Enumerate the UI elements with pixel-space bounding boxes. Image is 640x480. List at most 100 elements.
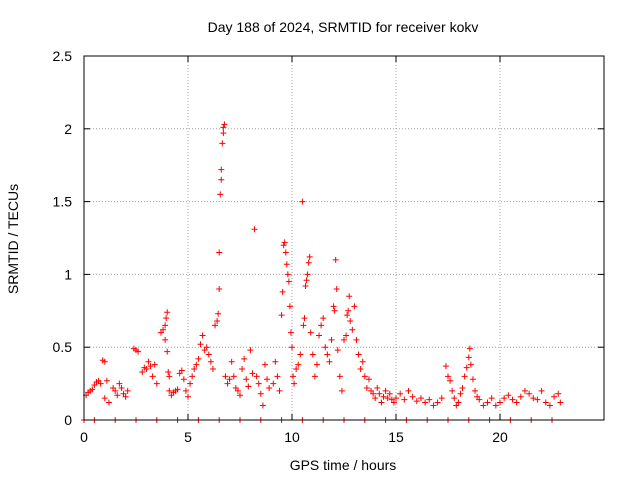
data-point bbox=[199, 332, 206, 339]
data-point bbox=[216, 249, 223, 256]
data-point bbox=[374, 384, 381, 391]
data-point bbox=[320, 315, 327, 322]
data-point bbox=[322, 344, 329, 351]
x-tick-label: 10 bbox=[284, 429, 300, 445]
x-axis-label: GPS time / hours bbox=[290, 457, 397, 473]
data-point bbox=[122, 393, 129, 400]
data-point bbox=[284, 271, 291, 278]
data-point bbox=[434, 399, 441, 406]
plot-frame bbox=[83, 55, 605, 421]
data-point bbox=[145, 358, 152, 365]
data-point bbox=[162, 322, 169, 329]
data-point bbox=[261, 361, 268, 368]
data-point bbox=[438, 395, 445, 402]
data-point bbox=[187, 380, 194, 387]
data-point bbox=[542, 399, 549, 406]
data-point bbox=[243, 376, 250, 383]
data-point bbox=[118, 384, 125, 391]
data-point bbox=[546, 402, 553, 409]
data-point bbox=[257, 390, 264, 397]
data-point bbox=[164, 348, 171, 355]
data-point bbox=[384, 395, 391, 402]
data-point bbox=[245, 383, 252, 390]
data-point bbox=[413, 398, 420, 405]
data-point bbox=[422, 399, 429, 406]
data-point bbox=[382, 387, 389, 394]
data-point bbox=[274, 373, 281, 380]
data-point bbox=[457, 390, 464, 397]
data-point bbox=[376, 390, 383, 397]
data-point bbox=[276, 387, 283, 394]
data-point bbox=[278, 312, 285, 319]
x-tick-label: 15 bbox=[388, 429, 404, 445]
data-point bbox=[300, 322, 307, 329]
data-point bbox=[299, 198, 306, 205]
data-point bbox=[497, 399, 503, 406]
data-point bbox=[449, 387, 456, 394]
data-point bbox=[203, 344, 210, 351]
data-point bbox=[301, 315, 308, 322]
data-point bbox=[466, 345, 473, 352]
data-point bbox=[135, 348, 142, 355]
data-point bbox=[251, 226, 258, 233]
data-point bbox=[355, 351, 362, 358]
data-point bbox=[182, 387, 189, 394]
data-point bbox=[461, 373, 468, 380]
data-point bbox=[280, 242, 287, 249]
data-point bbox=[255, 380, 262, 387]
data-point bbox=[465, 354, 472, 361]
data-point bbox=[270, 380, 277, 387]
data-point bbox=[333, 285, 340, 292]
y-tick-label: 0 bbox=[64, 412, 72, 428]
data-point bbox=[253, 373, 260, 380]
data-point bbox=[344, 312, 351, 319]
data-point bbox=[305, 259, 312, 266]
x-tick-label: 0 bbox=[80, 429, 88, 445]
data-point bbox=[345, 307, 352, 314]
data-point bbox=[241, 355, 248, 362]
data-point bbox=[551, 393, 558, 400]
y-axis-label: SRMTID / TECUs bbox=[5, 184, 21, 294]
data-point bbox=[505, 392, 512, 399]
data-point bbox=[221, 121, 228, 128]
data-point bbox=[103, 377, 110, 384]
data-point bbox=[217, 191, 224, 198]
data-point bbox=[484, 399, 491, 406]
data-point bbox=[330, 303, 337, 310]
data-point bbox=[259, 402, 266, 409]
data-point bbox=[309, 351, 316, 358]
data-point bbox=[393, 395, 399, 402]
data-point bbox=[365, 376, 372, 383]
data-point bbox=[216, 285, 223, 292]
data-point bbox=[207, 358, 214, 365]
data-point bbox=[306, 253, 313, 260]
data-point bbox=[346, 293, 353, 300]
data-point bbox=[193, 361, 200, 368]
data-point bbox=[149, 373, 156, 380]
data-point bbox=[222, 373, 229, 380]
chart-title: Day 188 of 2024, SRMTID for receiver kok… bbox=[208, 19, 479, 35]
data-point bbox=[311, 373, 318, 380]
data-point bbox=[160, 326, 167, 333]
data-point bbox=[480, 402, 487, 409]
data-point bbox=[124, 387, 131, 394]
data-point bbox=[279, 288, 286, 295]
data-point bbox=[430, 402, 437, 409]
y-tick-label: 1.5 bbox=[53, 194, 73, 210]
data-point bbox=[264, 376, 271, 383]
data-point bbox=[112, 387, 119, 394]
data-point bbox=[286, 303, 293, 310]
data-point bbox=[162, 336, 169, 343]
data-point bbox=[247, 347, 254, 354]
y-tick-label: 1 bbox=[64, 266, 72, 282]
data-point bbox=[469, 376, 476, 383]
data-point bbox=[318, 322, 325, 329]
data-point bbox=[361, 373, 368, 380]
data-point bbox=[239, 366, 246, 373]
data-point bbox=[343, 332, 350, 339]
data-point bbox=[297, 351, 304, 358]
data-point bbox=[195, 355, 202, 362]
data-point bbox=[347, 317, 354, 324]
data-point bbox=[147, 363, 154, 370]
data-point bbox=[442, 363, 449, 370]
